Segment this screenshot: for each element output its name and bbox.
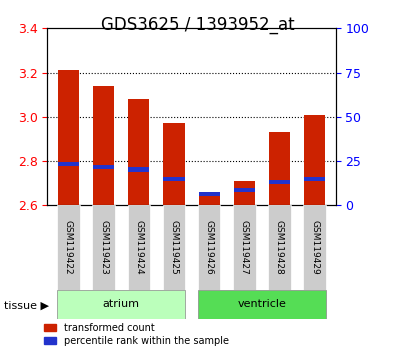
- Text: atrium: atrium: [103, 299, 140, 309]
- Bar: [234, 188, 255, 193]
- Text: GSM119426: GSM119426: [205, 221, 214, 275]
- Bar: [269, 132, 290, 205]
- Bar: [93, 86, 114, 205]
- Bar: [128, 99, 149, 205]
- Bar: [234, 181, 255, 205]
- Bar: [93, 165, 114, 170]
- Text: GDS3625 / 1393952_at: GDS3625 / 1393952_at: [101, 16, 294, 34]
- Text: GSM119425: GSM119425: [169, 221, 179, 275]
- Bar: [199, 194, 220, 205]
- Legend: transformed count, percentile rank within the sample: transformed count, percentile rank withi…: [44, 323, 229, 346]
- Bar: [128, 167, 149, 172]
- Bar: [164, 177, 184, 181]
- FancyBboxPatch shape: [303, 205, 326, 290]
- Text: GSM119429: GSM119429: [310, 221, 319, 275]
- Bar: [58, 161, 79, 166]
- FancyBboxPatch shape: [57, 205, 80, 290]
- Bar: [199, 192, 220, 196]
- Text: GSM119423: GSM119423: [99, 221, 108, 275]
- Text: ventricle: ventricle: [237, 299, 286, 309]
- FancyBboxPatch shape: [198, 205, 220, 290]
- Bar: [58, 70, 79, 205]
- Text: GSM119422: GSM119422: [64, 221, 73, 275]
- Text: tissue ▶: tissue ▶: [4, 300, 49, 310]
- Text: GSM119424: GSM119424: [134, 221, 143, 275]
- FancyBboxPatch shape: [92, 205, 115, 290]
- FancyBboxPatch shape: [128, 205, 150, 290]
- Text: GSM119428: GSM119428: [275, 221, 284, 275]
- Bar: [304, 177, 325, 181]
- Bar: [269, 180, 290, 184]
- FancyBboxPatch shape: [198, 290, 326, 319]
- Text: GSM119427: GSM119427: [240, 221, 249, 275]
- FancyBboxPatch shape: [268, 205, 291, 290]
- FancyBboxPatch shape: [233, 205, 256, 290]
- Bar: [304, 115, 325, 205]
- FancyBboxPatch shape: [57, 290, 185, 319]
- Bar: [164, 124, 184, 205]
- FancyBboxPatch shape: [163, 205, 185, 290]
